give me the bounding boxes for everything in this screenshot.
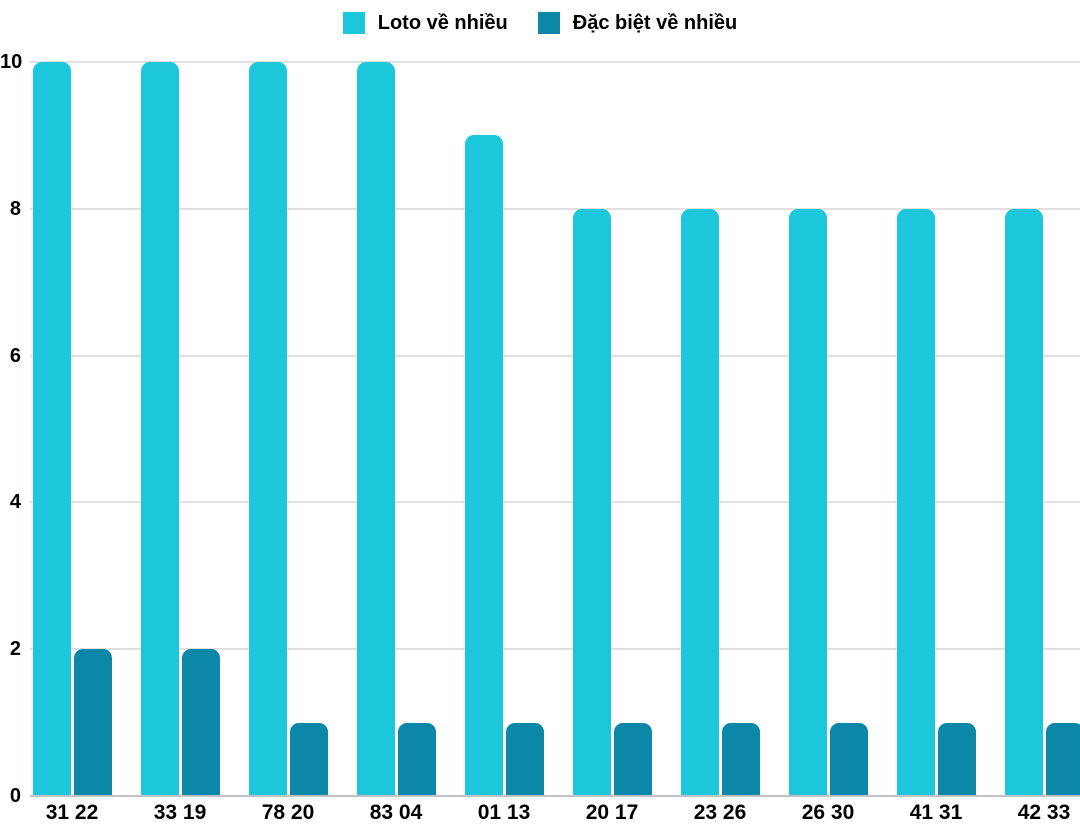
bar-series0-78-20[interactable] bbox=[249, 62, 287, 796]
gridline-y-6 bbox=[30, 354, 1080, 357]
x-axis-label-01-13: 01 13 bbox=[477, 801, 531, 824]
gridline-y-10 bbox=[30, 61, 1080, 63]
chart-legend: Loto về nhiều Đặc biệt về nhiều bbox=[0, 12, 1080, 34]
x-axis-label-26-30: 26 30 bbox=[801, 801, 855, 824]
gridline-y-2 bbox=[30, 648, 1080, 651]
legend-item-dac-biet[interactable]: Đặc biệt về nhiều bbox=[537, 12, 738, 34]
bar-series1-31-22[interactable] bbox=[74, 649, 112, 796]
legend-label-dac-biet: Đặc biệt về nhiều bbox=[572, 12, 738, 34]
gridline-y-4 bbox=[30, 501, 1080, 504]
x-axis-label-83-04: 83 04 bbox=[369, 801, 423, 824]
gridline-y-8 bbox=[30, 207, 1080, 210]
x-axis-baseline bbox=[30, 795, 1080, 797]
x-axis-label-78-20: 78 20 bbox=[261, 801, 315, 824]
x-axis-label-41-31: 41 31 bbox=[909, 801, 963, 824]
y-axis-tick-8: 8 bbox=[9, 197, 21, 220]
legend-item-loto[interactable]: Loto về nhiều bbox=[342, 12, 508, 34]
bar-series0-01-13[interactable] bbox=[465, 135, 503, 796]
bar-series0-26-30[interactable] bbox=[789, 208, 827, 796]
bar-series1-33-19[interactable] bbox=[182, 649, 220, 796]
bar-series0-20-17[interactable] bbox=[573, 208, 611, 796]
bar-series0-42-33[interactable] bbox=[1005, 208, 1043, 796]
legend-swatch-loto bbox=[342, 12, 365, 34]
y-axis-tick-4: 4 bbox=[9, 491, 21, 514]
bar-series0-33-19[interactable] bbox=[141, 62, 179, 796]
y-axis-tick-0: 0 bbox=[9, 785, 21, 807]
bar-series1-26-30[interactable] bbox=[830, 722, 868, 796]
bar-series1-83-04[interactable] bbox=[398, 722, 436, 796]
bar-series1-41-31[interactable] bbox=[938, 722, 976, 796]
legend-swatch-dac-biet bbox=[537, 12, 560, 34]
bar-series0-23-26[interactable] bbox=[681, 208, 719, 796]
bar-series1-23-26[interactable] bbox=[722, 722, 760, 796]
x-axis-label-31-22: 31 22 bbox=[45, 801, 99, 824]
y-axis-tick-10: 10 bbox=[0, 51, 23, 73]
y-axis-tick-2: 2 bbox=[9, 638, 21, 661]
x-axis-label-23-26: 23 26 bbox=[693, 801, 747, 824]
bar-series0-83-04[interactable] bbox=[357, 62, 395, 796]
bar-series0-31-22[interactable] bbox=[33, 62, 71, 796]
bar-series0-41-31[interactable] bbox=[897, 208, 935, 796]
bar-series1-20-17[interactable] bbox=[614, 722, 652, 796]
bar-series1-78-20[interactable] bbox=[290, 722, 328, 796]
legend-label-loto: Loto về nhiều bbox=[377, 12, 508, 34]
bar-series1-01-13[interactable] bbox=[506, 722, 544, 796]
x-axis-label-33-19: 33 19 bbox=[153, 801, 207, 824]
x-axis-label-20-17: 20 17 bbox=[585, 801, 639, 824]
y-axis-tick-6: 6 bbox=[9, 344, 21, 367]
bar-series1-42-33[interactable] bbox=[1046, 722, 1080, 796]
x-axis-label-42-33: 42 33 bbox=[1017, 801, 1071, 824]
